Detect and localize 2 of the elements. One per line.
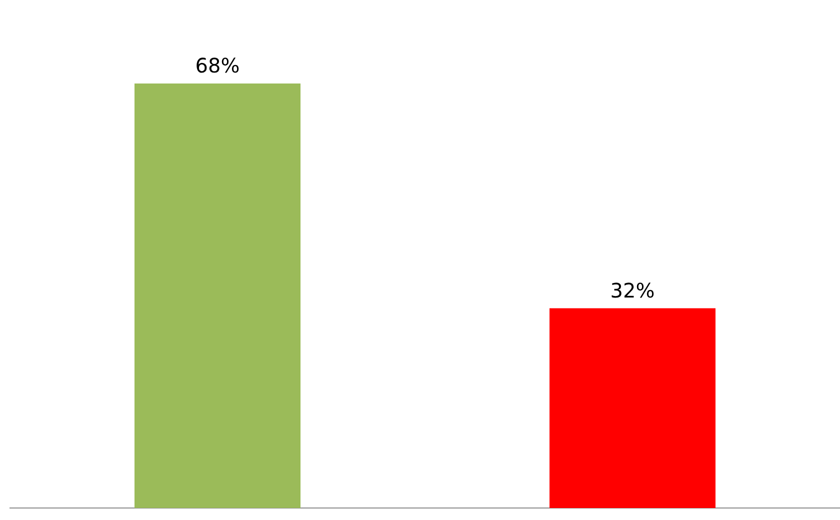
data-label: 32% <box>610 278 655 302</box>
data-label: 68% <box>195 54 240 78</box>
